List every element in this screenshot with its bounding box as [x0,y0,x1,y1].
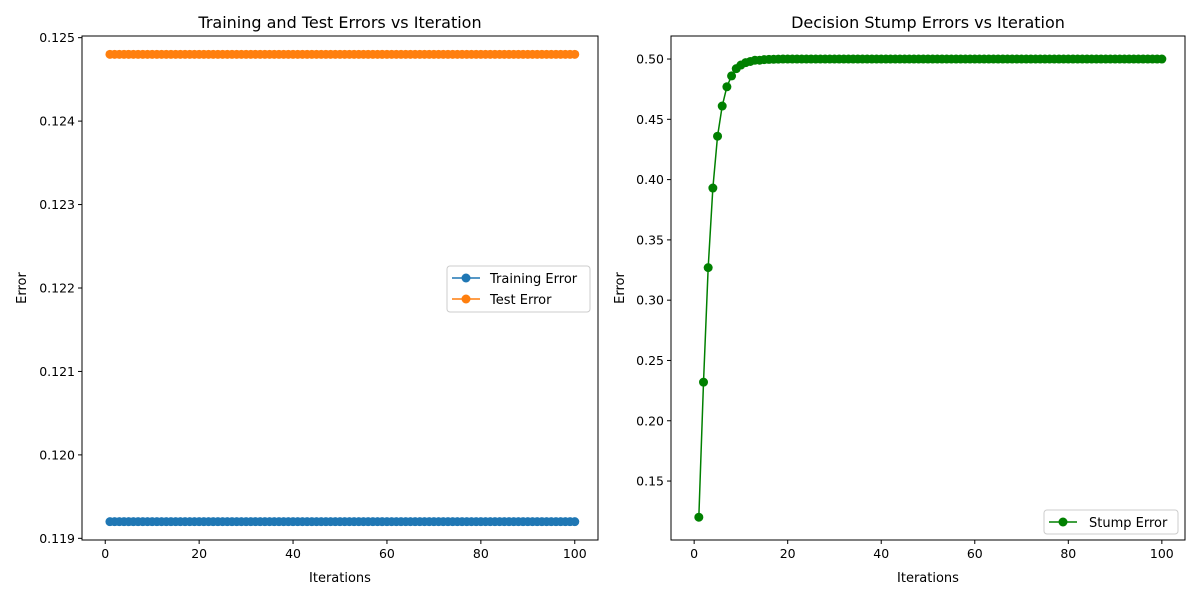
legend-marker-training-error [461,273,471,283]
y-tick-label: 0.30 [636,293,664,308]
chart-left-ticks: 0 20 40 60 80 100 0.119 0.120 0.121 0.122 0.123 0.1… [39,30,587,561]
x-tick-label: 40 [285,546,301,561]
chart-left-xlabel: Iterations [309,571,371,586]
chart-left-legend: Training Error Test Error [446,265,591,313]
chart-left-frame [81,35,599,541]
y-tick-label: 0.25 [636,353,664,368]
legend-marker-test-error [461,294,471,304]
x-tick-label: 100 [1150,546,1174,561]
y-tick-label: 0.125 [39,30,75,45]
chart-left: Training and Test Errors vs Iteration It… [15,13,599,586]
y-tick-label: 0.35 [636,232,664,247]
chart-right-series [694,54,1167,522]
chart-right-legend: Stump Error [1043,509,1179,535]
y-tick-label: 0.120 [39,447,75,462]
x-tick-label: 40 [873,546,889,561]
data-point-stump-error [703,263,713,273]
data-point-stump-error [713,131,723,141]
legend-marker-stump-error [1058,517,1068,527]
x-tick-label: 20 [191,546,207,561]
legend-label-training-error: Training Error [489,272,578,287]
data-point-test-error [570,49,580,59]
legend-box [1043,509,1179,535]
y-tick-label: 0.45 [636,112,664,127]
x-tick-label: 60 [379,546,395,561]
y-tick-label: 0.119 [39,531,75,546]
data-point-stump-error [708,183,718,193]
y-tick-label: 0.40 [636,172,664,187]
y-tick-label: 0.20 [636,413,664,428]
x-tick-label: 0 [690,546,698,561]
legend-label-stump-error: Stump Error [1089,516,1168,531]
chart-left-ylabel: Error [15,272,30,304]
chart-right-ylabel: Error [613,272,628,304]
x-tick-label: 80 [473,546,489,561]
chart-right-xlabel: Iterations [897,571,959,586]
y-tick-label: 0.124 [39,114,75,129]
y-tick-label: 0.50 [636,52,664,67]
y-tick-label: 0.15 [636,474,664,489]
chart-right: Decision Stump Errors vs Iteration Itera… [613,13,1186,586]
data-point-stump-error [722,82,732,92]
legend-box [446,265,591,313]
chart-right-frame [670,35,1186,541]
chart-left-series [105,49,580,527]
x-tick-label: 20 [780,546,796,561]
data-point-stump-error [694,512,704,522]
data-point-stump-error [727,71,737,81]
x-tick-label: 80 [1060,546,1076,561]
chart-left-title: Training and Test Errors vs Iteration [197,13,481,32]
data-point-stump-error [717,101,727,111]
x-tick-label: 60 [967,546,983,561]
data-point-training-error [570,517,580,527]
y-tick-label: 0.123 [39,197,75,212]
legend-label-test-error: Test Error [489,293,552,308]
data-point-stump-error [699,377,709,387]
y-tick-label: 0.121 [39,364,75,379]
chart-right-ticks: 0 20 40 60 80 100 0.15 0.20 0.25 0.30 0.35 0.40 0.45… [636,52,1174,561]
x-tick-label: 100 [563,546,587,561]
y-tick-label: 0.122 [39,281,75,296]
chart-right-title: Decision Stump Errors vs Iteration [791,13,1065,32]
data-point-stump-error [1157,54,1167,64]
x-tick-label: 0 [101,546,109,561]
